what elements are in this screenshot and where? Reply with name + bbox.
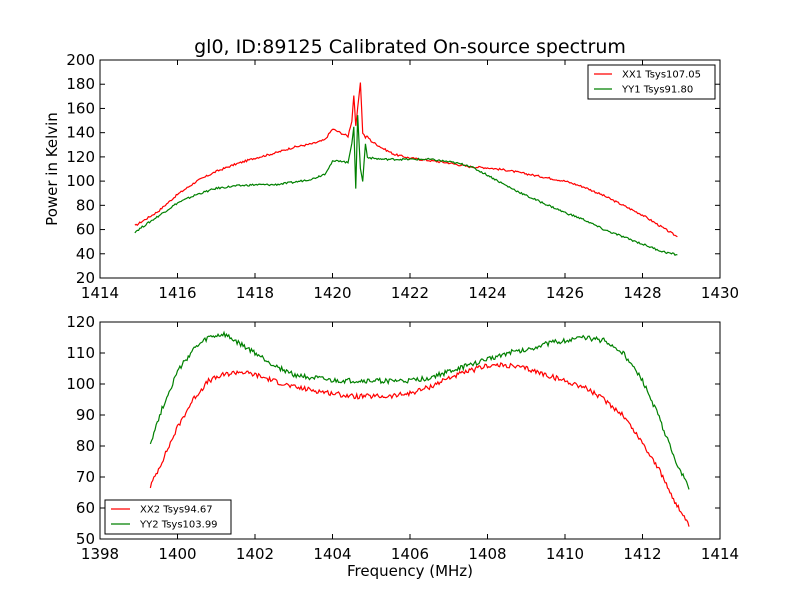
legend-box — [104, 499, 232, 535]
x-tick-label: 1416 — [158, 284, 196, 302]
plot-frame — [99, 59, 721, 279]
series-line-yy1 — [134, 115, 678, 256]
y-tick-label: 70 — [76, 468, 95, 486]
legend-label-xx2: XX2 Tsys94.67 — [140, 505, 213, 516]
legend-label-yy1: YY1 Tsys91.80 — [621, 85, 693, 96]
y-tick-label: 80 — [76, 437, 95, 455]
legend-label-xx1: XX1 Tsys107.05 — [622, 70, 701, 81]
x-tick-label: 1406 — [391, 545, 429, 563]
tick-layer: 1398 1400 1402 1404 1406 1408 1410 1412 1414 50 60… — [66, 313, 739, 563]
tick-layer: 1414 1416 1418 1420 1422 1424 1426 1428 1430 20 40… — [66, 51, 739, 302]
x-tick-label: 1404 — [313, 545, 351, 563]
series-line-xx2 — [149, 362, 690, 527]
y-tick-label: 100 — [66, 375, 95, 393]
x-tick-label: 1408 — [468, 545, 506, 563]
y-tick-label: 120 — [66, 313, 95, 331]
y-tick-label: 110 — [66, 344, 95, 362]
x-tick-label: 1422 — [391, 284, 429, 302]
y-tick-label: 60 — [76, 221, 95, 239]
bottom-plot-panel: Frequency (MHz) 1398 1400 1402 1404 1406 1408… — [66, 313, 739, 580]
x-tick-label: 1414 — [81, 284, 119, 302]
x-tick-label: 1414 — [701, 545, 739, 563]
y-tick-label: 60 — [76, 499, 95, 517]
y-tick-label: 200 — [66, 51, 95, 69]
x-tick-label: 1412 — [623, 545, 661, 563]
legend-box — [587, 64, 716, 100]
x-tick-label: 1418 — [236, 284, 274, 302]
y-tick-label: 50 — [76, 530, 95, 548]
series-layer — [149, 330, 690, 527]
top-plot-panel: gl0, ID:89125 Calibrated On-source spect… — [43, 36, 739, 302]
series-line-xx1 — [134, 82, 678, 238]
y-axis-label: Power in Kelvin — [43, 112, 61, 226]
x-tick-label: 1398 — [81, 545, 119, 563]
y-tick-label: 120 — [66, 148, 95, 166]
x-tick-label: 1430 — [701, 284, 739, 302]
chart-legend: XX1 Tsys107.05 YY1 Tsys91.80 — [587, 64, 716, 100]
plot-frame — [99, 321, 721, 540]
y-tick-label: 80 — [76, 196, 95, 214]
x-tick-label: 1410 — [546, 545, 584, 563]
x-tick-label: 1420 — [313, 284, 351, 302]
y-tick-label: 90 — [76, 406, 95, 424]
series-layer — [134, 82, 678, 256]
x-axis-label: Frequency (MHz) — [347, 562, 473, 580]
legend-label-yy2: YY2 Tsys103.99 — [139, 520, 218, 531]
y-tick-label: 140 — [66, 124, 95, 142]
x-tick-label: 1400 — [158, 545, 196, 563]
y-tick-label: 180 — [66, 75, 95, 93]
y-tick-label: 40 — [76, 245, 95, 263]
y-tick-label: 100 — [66, 172, 95, 190]
chart-legend: XX2 Tsys94.67 YY2 Tsys103.99 — [104, 499, 232, 535]
x-tick-label: 1428 — [623, 284, 661, 302]
x-tick-label: 1402 — [236, 545, 274, 563]
chart-title: gl0, ID:89125 Calibrated On-source spect… — [194, 36, 626, 58]
series-line-yy2 — [149, 330, 690, 490]
x-tick-label: 1426 — [546, 284, 584, 302]
x-tick-label: 1424 — [468, 284, 506, 302]
y-tick-label: 160 — [66, 99, 95, 117]
y-tick-label: 20 — [76, 269, 95, 287]
